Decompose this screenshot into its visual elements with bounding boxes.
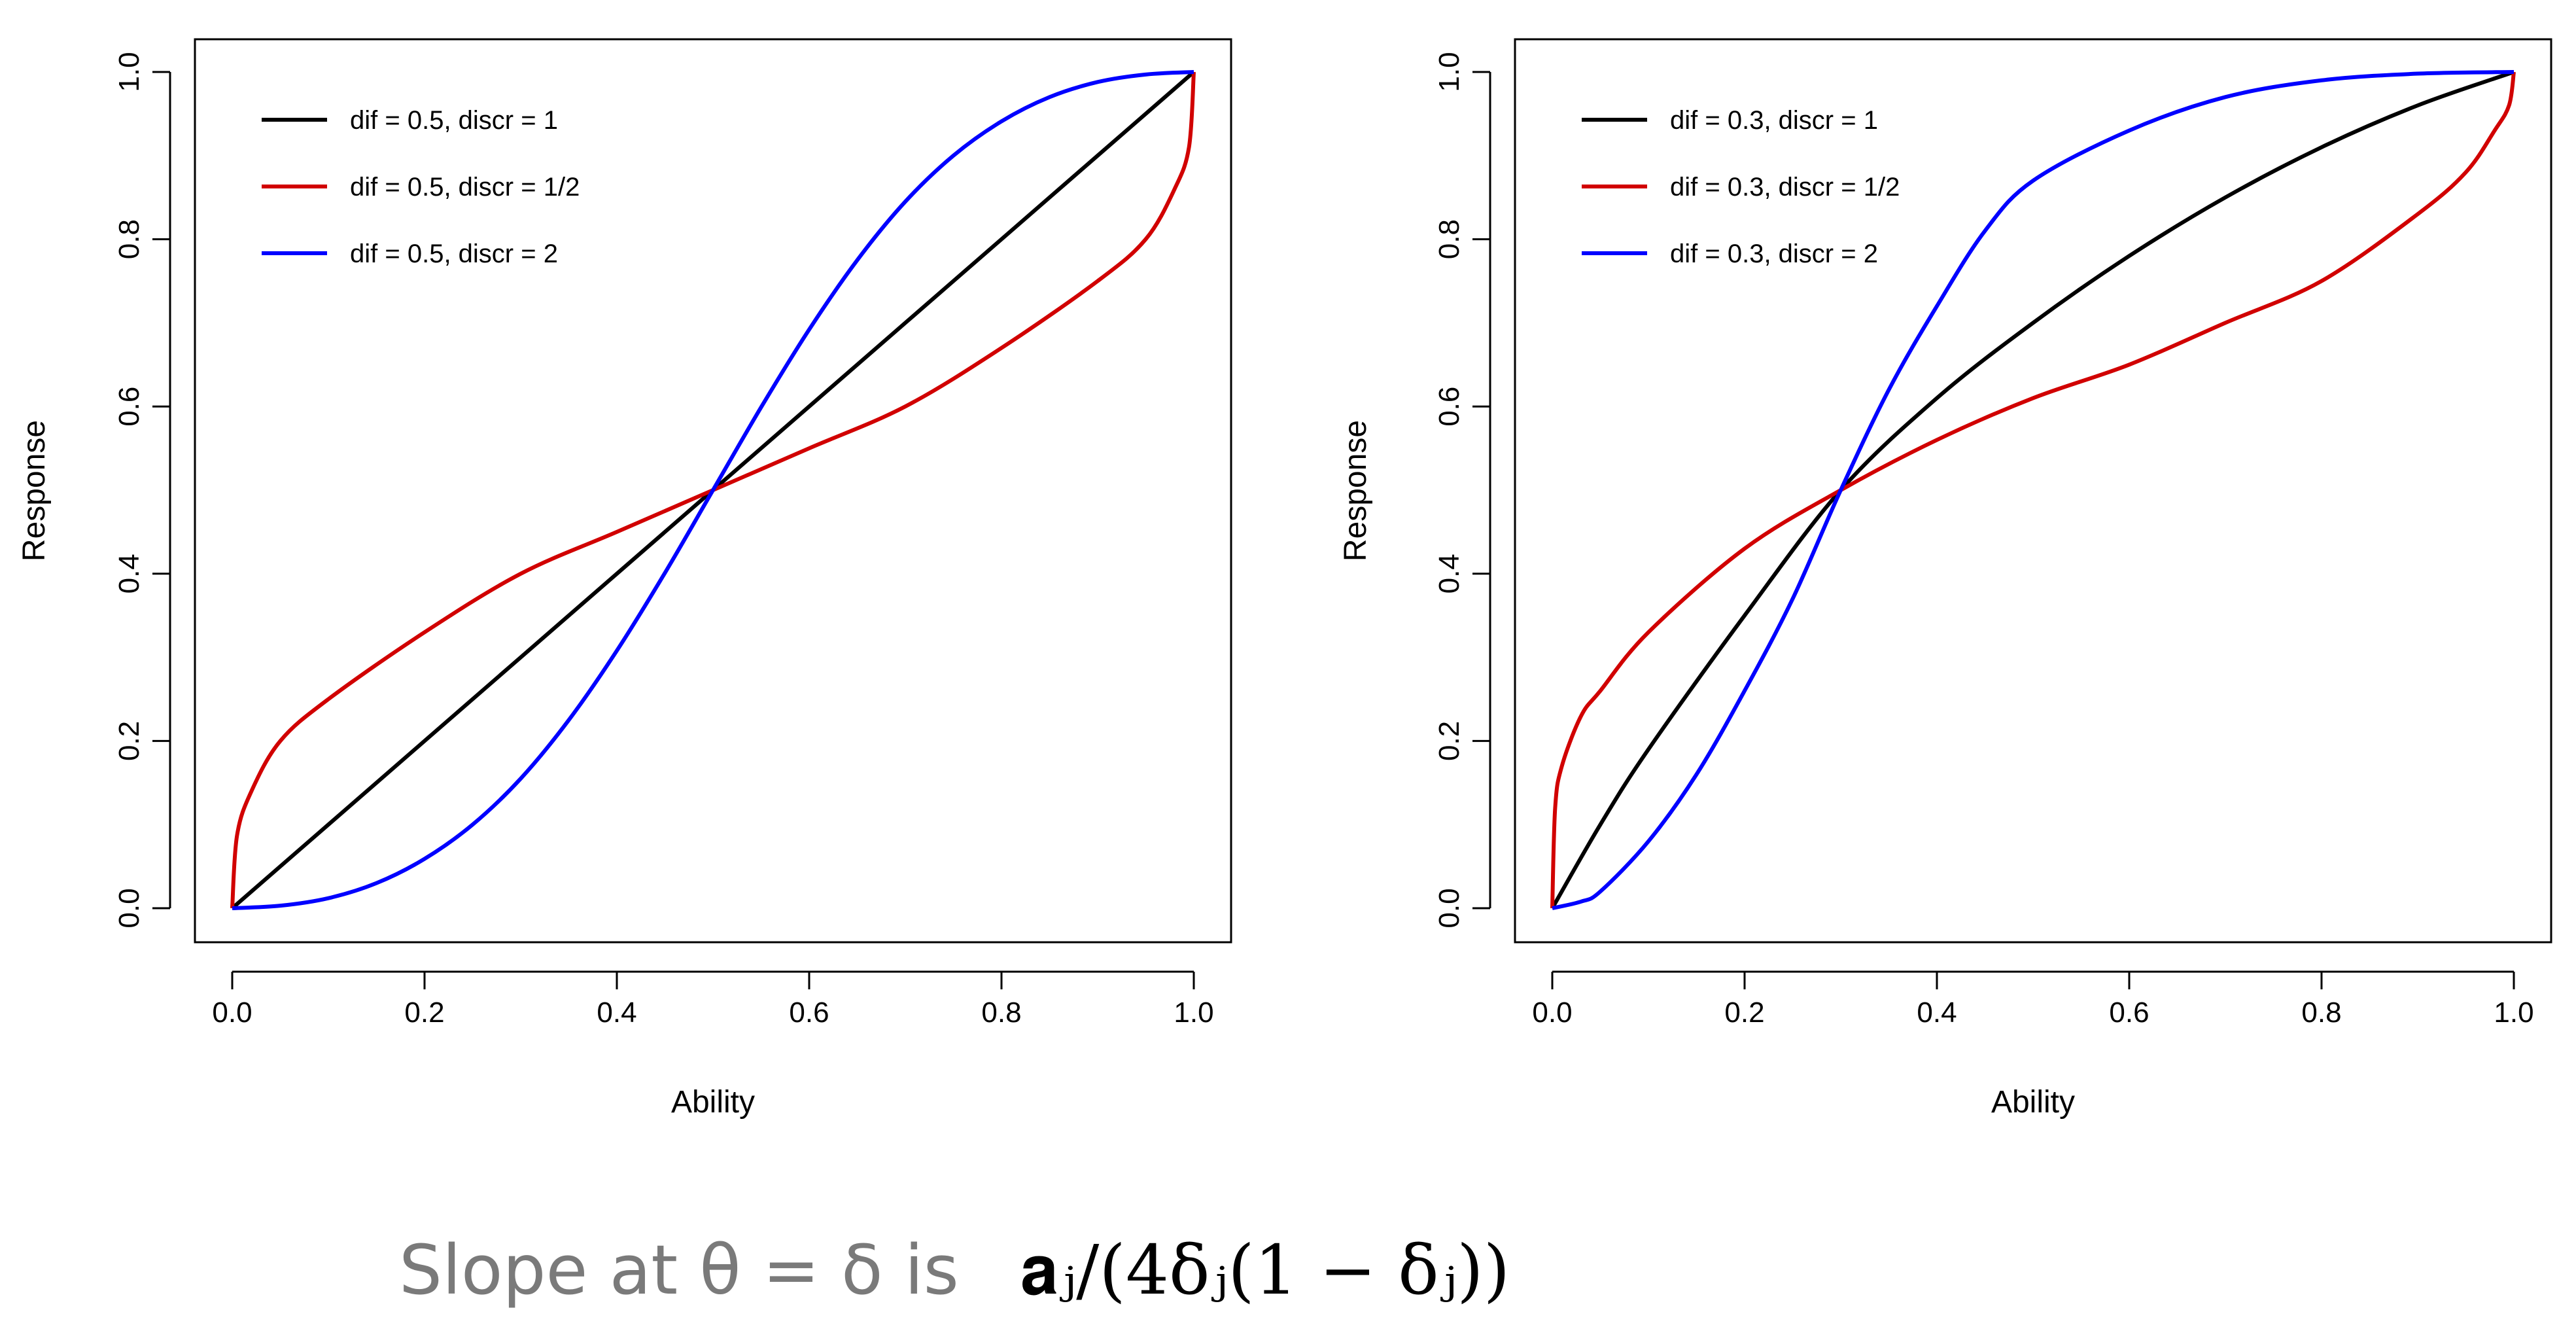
x-tick-label: 0.6: [2109, 997, 2149, 1029]
y-tick-label: 0.6: [113, 387, 145, 427]
y-tick-label: 0.4: [1433, 554, 1465, 593]
y-tick-label: 0.8: [1433, 219, 1465, 259]
y-tick-label: 0.2: [1433, 721, 1465, 761]
y-tick-label: 0.4: [113, 554, 145, 593]
series-line: [1550, 71, 2516, 909]
legend-label: dif = 0.3, discr = 1/2: [1670, 173, 1900, 202]
legend-label: dif = 0.3, discr = 2: [1670, 239, 1878, 268]
x-tick-label: 0.8: [981, 997, 1021, 1029]
plot-frame: [194, 38, 1232, 944]
y-tick-label: 0.2: [113, 721, 145, 761]
x-tick-label: 1.0: [1174, 997, 1213, 1029]
series-line: [232, 70, 1194, 910]
x-tick-label: 0.0: [1532, 997, 1572, 1029]
y-tick-label: 0.8: [113, 219, 145, 259]
plot-frame: [1514, 38, 2552, 944]
y-tick-label: 0.6: [1433, 387, 1465, 427]
right-chart-panel: 0.0 0.2 0.4 0.6 0.8 1.0 0.0 0.2 0.4 0.6 0.8 1.0 Abil…: [1338, 38, 2552, 1120]
y-tick-label: 1.0: [1433, 52, 1465, 92]
legend-label: dif = 0.5, discr = 1/2: [350, 173, 580, 202]
x-tick-label: 0.8: [2301, 997, 2341, 1029]
y-tick-label: 1.0: [113, 52, 145, 92]
series-line: [1552, 70, 2515, 910]
left-chart-panel: 0.0 0.2 0.4 0.6 0.8 1.0 0.0 0.2 0.4 0.6 0.8 1.0 Abil…: [17, 38, 1232, 1120]
x-axis-title: Ability: [1991, 1085, 2075, 1120]
series-line: [1550, 70, 2515, 910]
legend-label: dif = 0.5, discr = 1: [350, 106, 558, 135]
caption-text: Slope at θ = δ is: [399, 1230, 959, 1310]
x-tick-label: 0.4: [1917, 997, 1957, 1029]
x-tick-label: 0.2: [1724, 997, 1764, 1029]
x-axis-title: Ability: [671, 1085, 755, 1120]
y-axis-title: Response: [1338, 420, 1373, 561]
x-tick-label: 0.4: [597, 997, 636, 1029]
caption-formula: 𝐚ⱼ/(4δⱼ(1 − δⱼ)): [1019, 1230, 1510, 1310]
x-tick-label: 1.0: [2494, 997, 2533, 1029]
x-tick-label: 0.6: [789, 997, 829, 1029]
y-axis-title: Response: [17, 420, 52, 561]
x-tick-label: 0.0: [212, 997, 252, 1029]
legend-label: dif = 0.3, discr = 1: [1670, 106, 1878, 135]
slope-caption: Slope at θ = δ is 𝐚ⱼ/(4δⱼ(1 − δⱼ)): [399, 1230, 1510, 1311]
legend-label: dif = 0.5, discr = 2: [350, 239, 558, 268]
y-tick-label: 0.0: [113, 888, 145, 928]
x-tick-label: 0.2: [404, 997, 444, 1029]
y-tick-label: 0.0: [1433, 888, 1465, 928]
